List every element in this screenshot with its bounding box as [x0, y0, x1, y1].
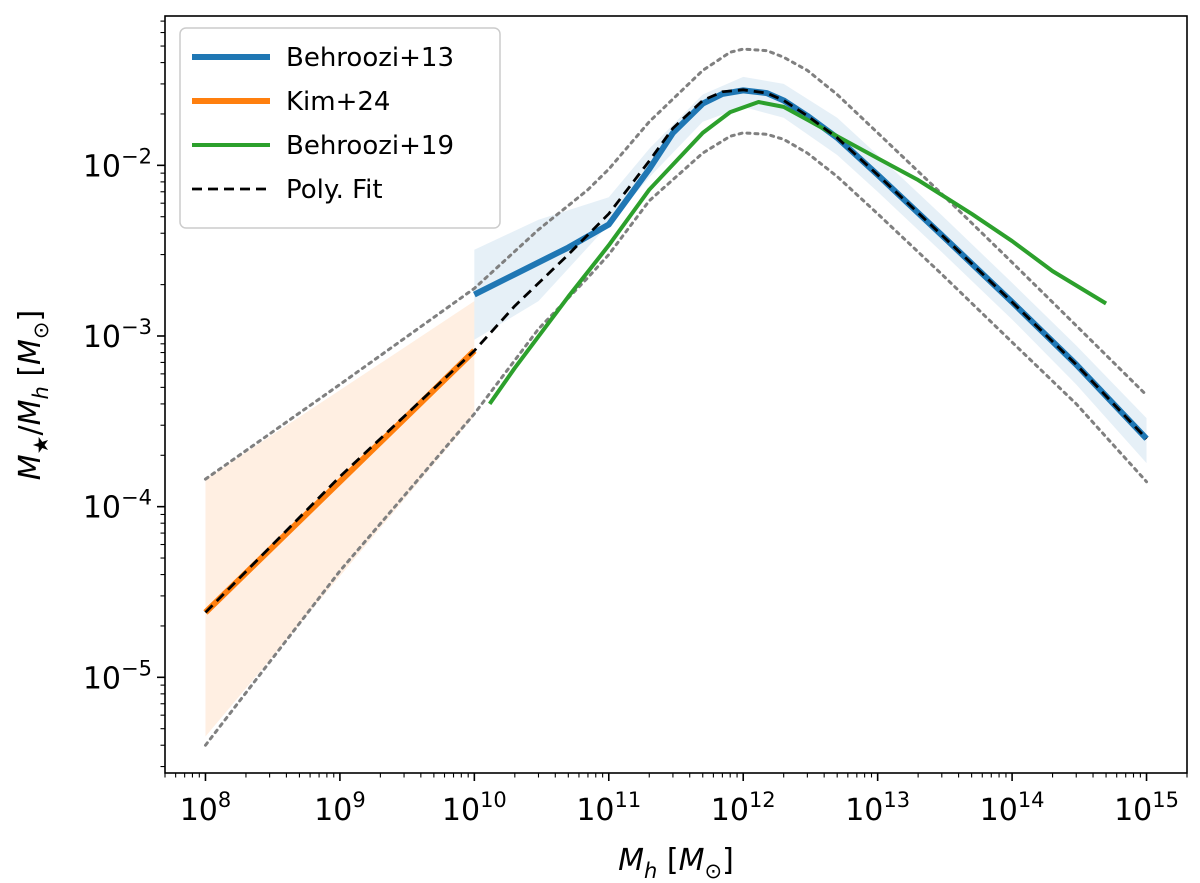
y-tick-label: 10−5	[83, 656, 152, 696]
band-behroozi-13-scatter	[474, 76, 1147, 464]
y-axis-label: M★/Mh [M⊙]	[13, 310, 53, 481]
x-tick-label: 108	[180, 788, 232, 828]
x-tick-label: 1014	[980, 788, 1045, 828]
y-tick-label: 10−4	[83, 486, 152, 526]
y-tick-label: 10−3	[83, 315, 152, 355]
legend-label-kim-24: Kim+24	[286, 87, 390, 117]
x-tick-label: 109	[314, 788, 366, 828]
plot-frame	[164, 15, 1188, 774]
legend: Behroozi+13 Kim+24 Behroozi+19 Poly. Fit	[179, 27, 501, 229]
legend-label-behroozi-13: Behroozi+13	[286, 43, 454, 73]
envelope-lower-envelope	[203, 131, 1149, 747]
legend-label-behroozi-19: Behroozi+19	[286, 131, 454, 161]
y-tick-label: 10−2	[83, 144, 152, 184]
x-tick-label: 1011	[576, 788, 641, 828]
series-line-behroozi-19	[488, 100, 1108, 406]
series-line-poly-fit	[204, 88, 1148, 614]
legend-label-poly-fit: Poly. Fit	[286, 175, 383, 205]
x-tick-label: 1015	[1114, 788, 1179, 828]
band-kim-24-scatter	[205, 301, 475, 737]
legend-box	[179, 27, 501, 229]
x-tick-label: 1010	[442, 788, 507, 828]
x-axis-label: Mh [M⊙]	[618, 843, 734, 883]
x-tick-label: 1013	[845, 788, 910, 828]
x-tick-label: 1012	[711, 788, 776, 828]
